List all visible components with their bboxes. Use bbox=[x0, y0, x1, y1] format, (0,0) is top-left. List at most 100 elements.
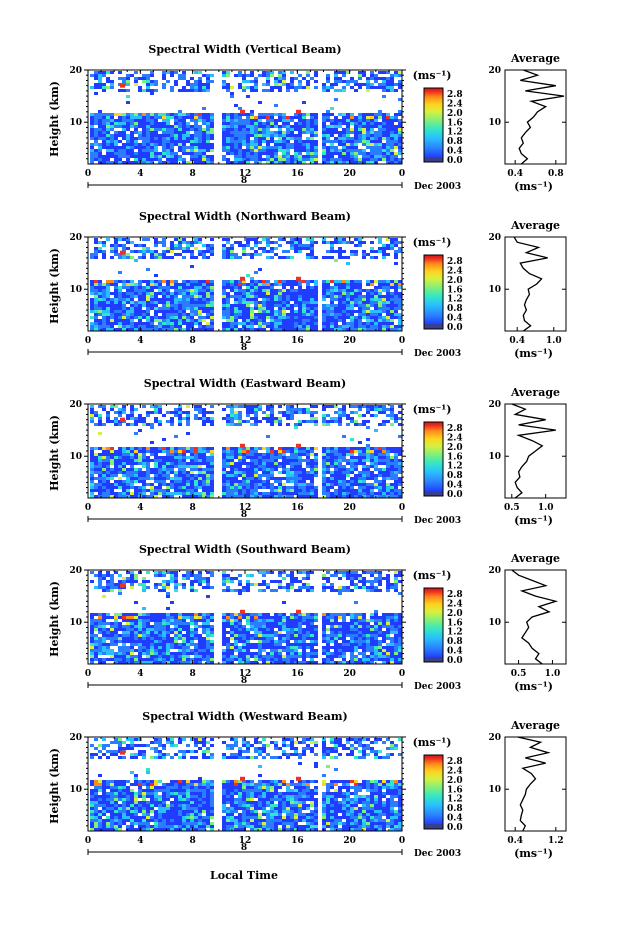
x-tick-label: 16 bbox=[291, 669, 304, 679]
x-tick-label: 0 bbox=[399, 336, 405, 346]
profile-title: Average bbox=[510, 219, 560, 232]
colorbar-tick-label: 0.0 bbox=[447, 323, 463, 333]
x-tick-label: 16 bbox=[291, 336, 304, 346]
colorbar-tick-label: 2.8 bbox=[447, 90, 463, 100]
colorbar-tick-label: 0.4 bbox=[447, 481, 463, 491]
x-tick-label: 8 bbox=[190, 503, 196, 513]
y-axis-label: Height (km) bbox=[48, 415, 61, 491]
colorbar-tick-label: 2.8 bbox=[447, 757, 463, 767]
profile-title: Average bbox=[510, 386, 560, 399]
profile-y-tick-label: 20 bbox=[488, 733, 501, 743]
colorbar-tick-label: 2.0 bbox=[447, 443, 463, 453]
y-tick-label: 10 bbox=[69, 785, 82, 795]
colorbar-unit: (ms⁻¹) bbox=[413, 236, 452, 249]
x-tick-label: 8 bbox=[190, 669, 196, 679]
profile-x-tick-label: 0.8 bbox=[548, 169, 564, 179]
colorbar-tick-label: 0.0 bbox=[447, 823, 463, 833]
colorbar-tick-label: 0.4 bbox=[447, 647, 463, 657]
colorbar-tick-label: 1.2 bbox=[447, 628, 463, 638]
day-label: 8 bbox=[241, 676, 247, 686]
profile-frame bbox=[504, 236, 567, 332]
day-label: 8 bbox=[241, 510, 247, 520]
colorbar-tick-label: 2.4 bbox=[447, 766, 463, 776]
heatmap-cells bbox=[90, 405, 402, 498]
profile-y-tick-label: 20 bbox=[488, 400, 501, 410]
colorbar-tick-label: 2.0 bbox=[447, 776, 463, 786]
colorbar bbox=[424, 422, 443, 496]
colorbar-tick-label: 0.4 bbox=[447, 314, 463, 324]
panel-title: Spectral Width (Eastward Beam) bbox=[144, 377, 346, 390]
y-tick-label: 20 bbox=[69, 400, 82, 410]
colorbar-tick-label: 2.0 bbox=[447, 609, 463, 619]
colorbar-unit: (ms⁻¹) bbox=[413, 403, 452, 416]
profile-line bbox=[517, 736, 551, 832]
hot-spot bbox=[296, 276, 301, 281]
profile-y-tick-label: 10 bbox=[488, 618, 501, 628]
colorbar-frame bbox=[423, 421, 444, 497]
date-label: Dec 2003 bbox=[414, 182, 461, 192]
colorbar-tick-label: 1.6 bbox=[447, 452, 463, 462]
heatmap-cells bbox=[90, 238, 402, 331]
y-axis-label: Height (km) bbox=[48, 748, 61, 824]
profile-y-tick-label: 20 bbox=[488, 233, 501, 243]
colorbar-tick-label: 1.2 bbox=[447, 795, 463, 805]
colorbar-tick-label: 2.4 bbox=[447, 266, 463, 276]
date-label: Dec 2003 bbox=[414, 516, 461, 526]
colorbar-tick-label: 2.8 bbox=[447, 257, 463, 267]
profile-x-tick-label: 0.5 bbox=[511, 669, 527, 679]
profile-x-tick-label: 1.0 bbox=[538, 503, 554, 513]
colorbar-tick-label: 0.8 bbox=[447, 637, 463, 647]
colorbar-tick-label: 0.4 bbox=[447, 814, 463, 824]
hot-spot bbox=[240, 109, 245, 114]
profile-line bbox=[513, 236, 548, 332]
colorbar-tick-label: 2.4 bbox=[447, 99, 463, 109]
profile-y-tick-label: 10 bbox=[488, 452, 501, 462]
panel-1: Spectral Width (Northward Beam) 20 10 Heigh… bbox=[48, 210, 567, 360]
x-tick-label: 0 bbox=[399, 836, 405, 846]
hot-spot bbox=[240, 609, 245, 614]
day-label: 8 bbox=[241, 843, 247, 853]
colorbar-tick-label: 0.0 bbox=[447, 656, 463, 666]
y-axis-label: Height (km) bbox=[48, 248, 61, 324]
x-tick-label: 0 bbox=[399, 169, 405, 179]
profile-x-tick-label: 1.0 bbox=[545, 669, 561, 679]
hot-spot bbox=[120, 250, 125, 255]
y-tick-label: 20 bbox=[69, 566, 82, 576]
x-tick-label: 0 bbox=[85, 836, 91, 846]
colorbar-tick-label: 0.0 bbox=[447, 156, 463, 166]
x-tick-label: 0 bbox=[399, 669, 405, 679]
colorbar-frame bbox=[423, 87, 444, 163]
x-tick-label: 12 bbox=[239, 503, 252, 513]
profile-title: Average bbox=[510, 719, 560, 732]
colorbar bbox=[424, 755, 443, 829]
hot-spot bbox=[296, 609, 301, 614]
panel-2: Spectral Width (Eastward Beam) 20 10 Height… bbox=[48, 377, 567, 527]
colorbar-frame bbox=[423, 587, 444, 663]
profile-title: Average bbox=[510, 552, 560, 565]
colorbar bbox=[424, 255, 443, 329]
colorbar-tick-label: 0.8 bbox=[447, 804, 463, 814]
profile-y-tick-label: 10 bbox=[488, 118, 501, 128]
x-tick-label: 16 bbox=[291, 836, 304, 846]
colorbar-frame bbox=[423, 254, 444, 330]
profile-frame bbox=[504, 403, 567, 499]
heatmap-cells bbox=[90, 738, 402, 831]
colorbar-tick-label: 2.8 bbox=[447, 590, 463, 600]
hot-spot bbox=[120, 417, 125, 422]
hot-spot bbox=[296, 109, 301, 114]
profile-title: Average bbox=[510, 52, 560, 65]
colorbar-tick-label: 0.8 bbox=[447, 304, 463, 314]
panel-title: Spectral Width (Southward Beam) bbox=[139, 543, 351, 556]
colorbar-tick-label: 1.6 bbox=[447, 618, 463, 628]
y-axis-label: Height (km) bbox=[48, 581, 61, 657]
x-tick-label: 0 bbox=[85, 503, 91, 513]
x-tick-label: 4 bbox=[137, 169, 143, 179]
x-tick-label: 8 bbox=[190, 836, 196, 846]
colorbar-tick-label: 2.0 bbox=[447, 276, 463, 286]
colorbar bbox=[424, 588, 443, 662]
hot-spot bbox=[296, 443, 301, 448]
profile-x-label: (ms⁻¹) bbox=[514, 847, 553, 860]
profile-x-tick-label: 1.0 bbox=[546, 336, 562, 346]
colorbar-tick-label: 2.0 bbox=[447, 109, 463, 119]
